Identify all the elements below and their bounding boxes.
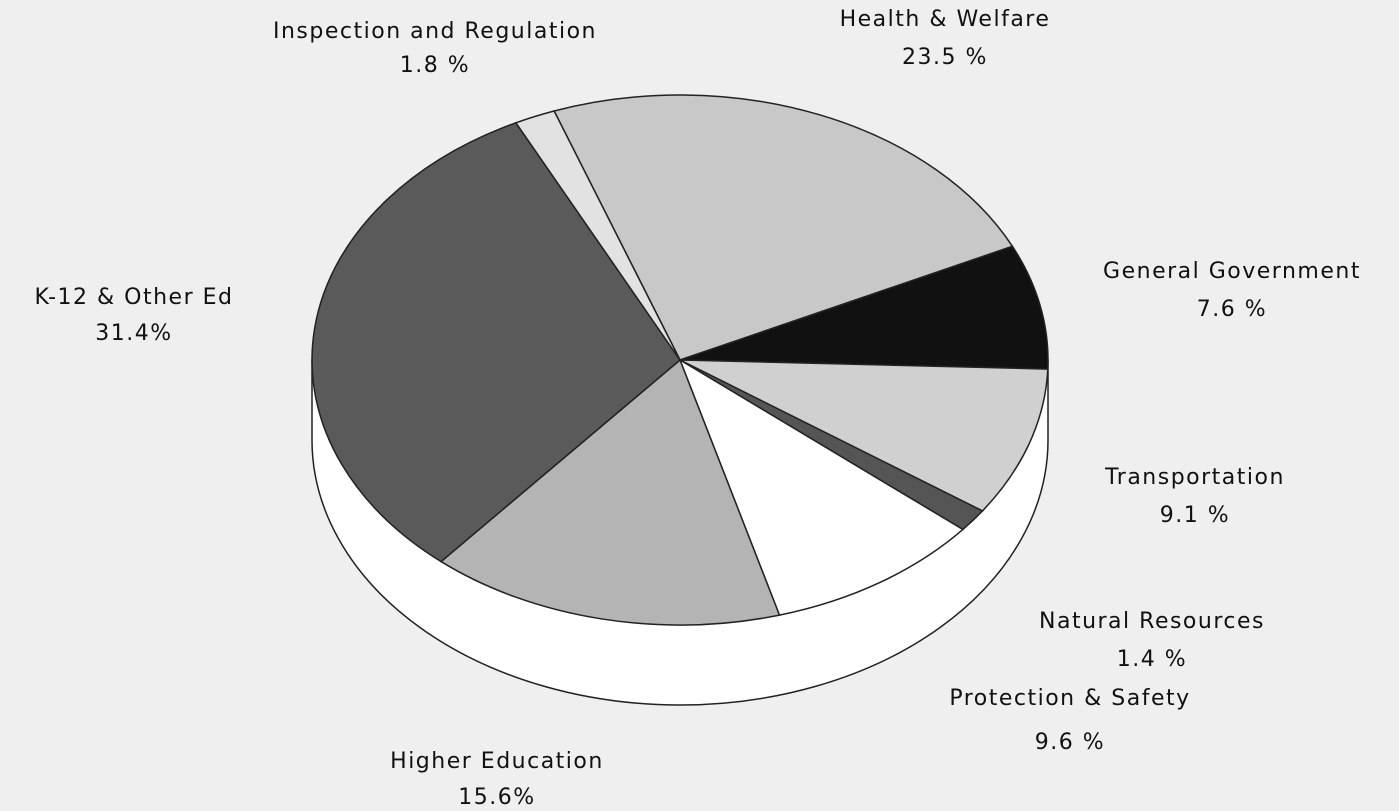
pie-slice [439, 358, 781, 626]
slice-value-label: 7.6 % [1197, 297, 1267, 322]
pie-slice [679, 359, 1049, 512]
slice-label: Higher Education [390, 749, 604, 774]
slice-value-label: 9.1 % [1160, 503, 1230, 528]
slice-label: K-12 & Other Ed [34, 285, 233, 310]
pie-slice [679, 245, 1049, 370]
pie-slice [678, 358, 965, 616]
slice-label: Inspection and Regulation [273, 19, 597, 44]
slice-value-label: 9.6 % [1035, 730, 1105, 755]
slice-value-label: 23.5 % [902, 45, 988, 70]
slice-value-label: 31.4% [95, 321, 172, 346]
slice-label: Protection & Safety [949, 686, 1190, 711]
pie-slice [311, 121, 682, 563]
slice-value-label: 1.4 % [1117, 647, 1187, 672]
pie-slice [514, 110, 681, 361]
slice-label: General Government [1103, 259, 1361, 284]
slice-label: Transportation [1104, 465, 1285, 490]
pie-slice [553, 94, 1014, 361]
slice-label: Health & Welfare [840, 7, 1051, 32]
slice-label: Natural Resources [1039, 609, 1265, 634]
slice-value-label: 15.6% [458, 785, 535, 810]
slice-value-label: 1.8 % [400, 53, 470, 78]
